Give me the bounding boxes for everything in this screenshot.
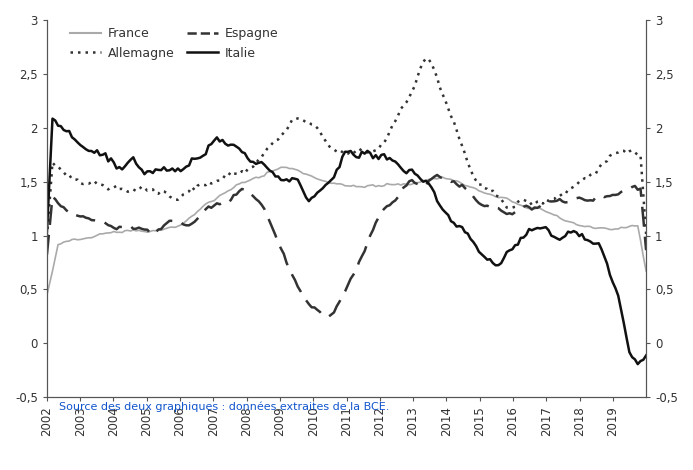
Legend: France, Allemagne, Espagne, Italie: France, Allemagne, Espagne, Italie bbox=[65, 23, 283, 65]
Text: Source des deux graphiques : données extraites de la BCE.: Source des deux graphiques : données ext… bbox=[59, 401, 389, 412]
